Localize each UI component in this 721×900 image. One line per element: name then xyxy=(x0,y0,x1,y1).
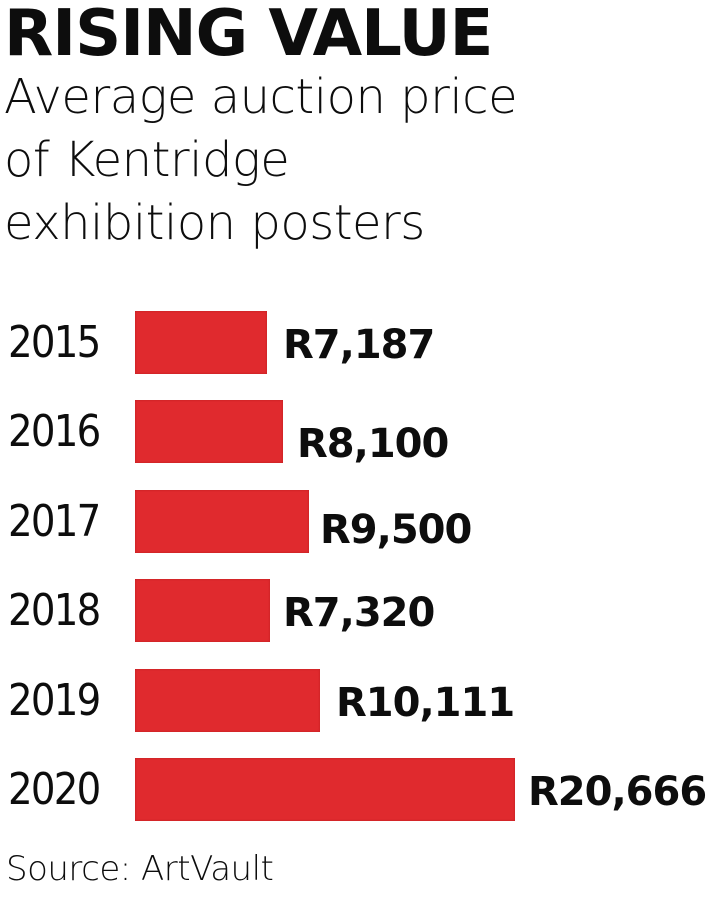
value-label: R20,666 xyxy=(528,769,707,815)
source-note: Source: ArtVault xyxy=(6,849,274,889)
year-label: 2018 xyxy=(8,585,101,636)
year-label: 2020 xyxy=(8,764,101,815)
bar-row-2015: 2015 R7,187 xyxy=(0,311,721,375)
year-label: 2015 xyxy=(8,317,101,368)
chart-subtitle: Average auction price of Kentridge exhib… xyxy=(4,69,518,251)
value-label: R8,100 xyxy=(297,421,449,467)
bar-row-2020: 2020 R20,666 xyxy=(0,758,721,822)
year-label: 2017 xyxy=(8,496,101,547)
bar-row-2016: 2016 R8,100 xyxy=(0,400,721,467)
year-label: 2019 xyxy=(8,675,101,726)
bar xyxy=(135,400,283,463)
value-label: R9,500 xyxy=(320,507,472,553)
value-label: R7,320 xyxy=(283,590,435,636)
bar xyxy=(135,758,515,821)
value-label: R7,187 xyxy=(283,322,435,368)
bar-row-2018: 2018 R7,320 xyxy=(0,579,721,643)
bar xyxy=(135,311,267,374)
bar xyxy=(135,490,309,553)
bar-row-2019: 2019 R10,111 xyxy=(0,669,721,733)
chart-title: RISING VALUE xyxy=(4,0,493,71)
bar xyxy=(135,579,270,642)
bar-row-2017: 2017 R9,500 xyxy=(0,490,721,554)
bar xyxy=(135,669,320,732)
value-label: R10,111 xyxy=(336,680,515,726)
year-label: 2016 xyxy=(8,406,101,457)
